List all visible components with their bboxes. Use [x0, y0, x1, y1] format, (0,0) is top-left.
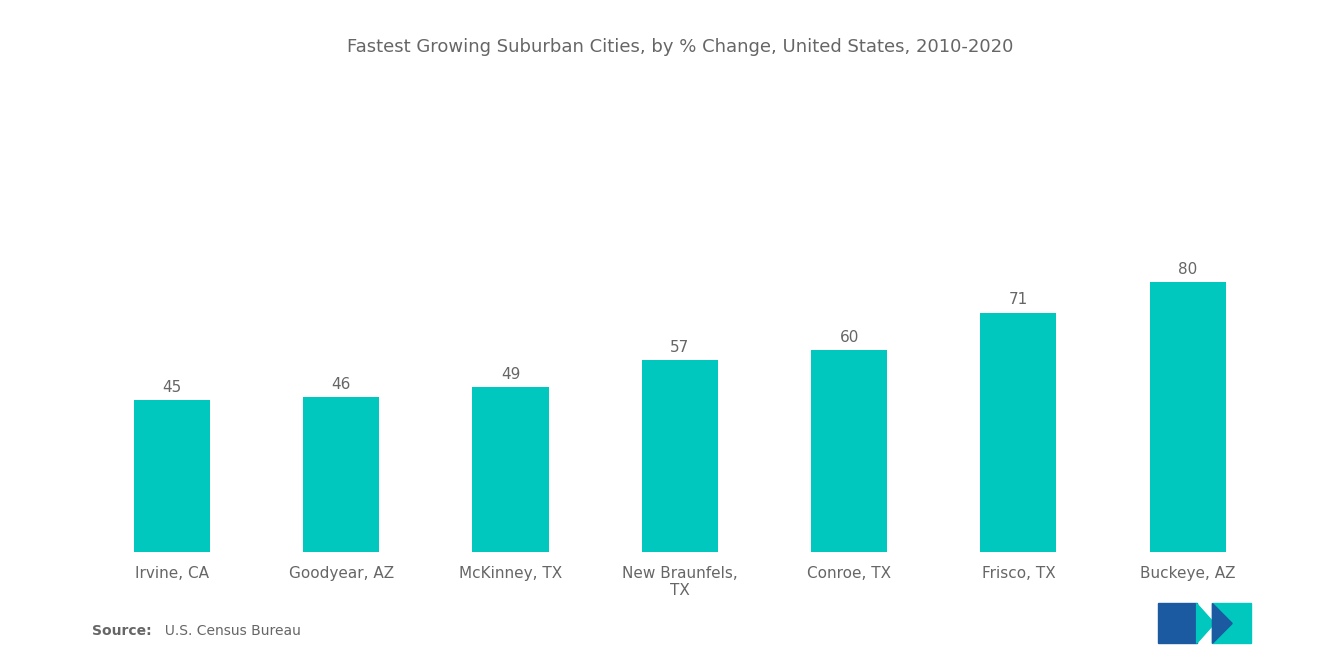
Polygon shape	[1213, 604, 1251, 644]
Text: 46: 46	[331, 377, 351, 392]
Bar	[642, 360, 718, 552]
Polygon shape	[1158, 604, 1196, 644]
Bar	[981, 313, 1056, 552]
Title: Fastest Growing Suburban Cities, by % Change, United States, 2010-2020: Fastest Growing Suburban Cities, by % Ch…	[347, 38, 1012, 56]
Text: U.S. Census Bureau: U.S. Census Bureau	[156, 624, 301, 638]
Text: 80: 80	[1177, 262, 1197, 277]
Polygon shape	[1213, 604, 1233, 644]
Bar	[304, 397, 379, 552]
Text: Source:: Source:	[92, 624, 152, 638]
Text: 57: 57	[671, 340, 689, 354]
Bar	[473, 386, 549, 552]
Text: 45: 45	[162, 380, 182, 395]
Polygon shape	[1196, 604, 1214, 644]
Bar	[810, 350, 887, 552]
Text: 49: 49	[500, 366, 520, 382]
Text: 71: 71	[1008, 293, 1028, 307]
Bar	[1150, 282, 1226, 552]
Text: 60: 60	[840, 330, 859, 344]
Bar	[133, 400, 210, 552]
